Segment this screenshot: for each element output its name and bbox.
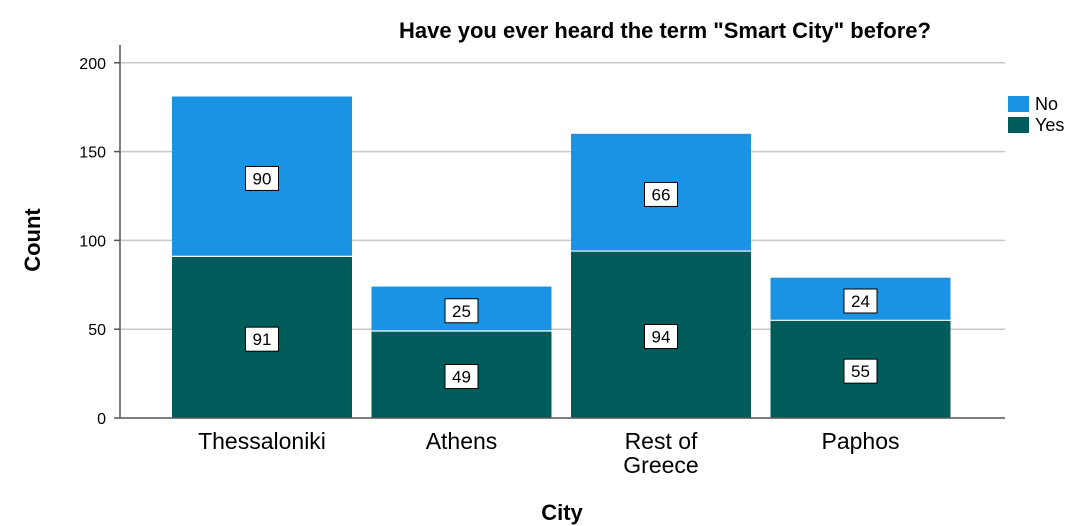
x-category-line: Rest of <box>625 428 698 454</box>
legend-swatch-yes <box>1008 117 1029 133</box>
y-axis-title: Count <box>20 208 45 272</box>
x-category-line: Thessaloniki <box>198 428 326 454</box>
data-label-box <box>444 363 479 389</box>
legend-label-yes: Yes <box>1035 115 1064 135</box>
x-axis-title: City <box>541 500 583 525</box>
data-labels: 91 90 49 25 94 66 55 24 <box>245 165 878 389</box>
y-tick-labels: 0 50 100 150 200 <box>79 56 120 428</box>
x-category-line: Paphos <box>821 428 899 454</box>
data-label-box <box>245 326 279 352</box>
y-tick-label: 150 <box>79 145 106 162</box>
data-label-box <box>644 324 678 350</box>
data-label: 24 <box>851 292 870 311</box>
x-category-label: Thessaloniki <box>198 428 326 454</box>
data-label-box <box>843 358 878 384</box>
x-category-label: Rest of Greece <box>623 428 698 478</box>
data-label-box <box>644 181 678 207</box>
data-label-box <box>843 288 878 314</box>
y-tick-label: 100 <box>79 233 106 250</box>
x-category-line: Greece <box>623 452 698 478</box>
data-label: 25 <box>452 302 471 321</box>
axes <box>119 45 1005 419</box>
data-label: 94 <box>652 328 671 347</box>
data-label-box <box>444 298 479 324</box>
data-label: 91 <box>253 330 272 349</box>
chart-title: Have you ever heard the term "Smart City… <box>399 18 931 43</box>
x-category-label: Athens <box>426 428 498 454</box>
x-category-line: Athens <box>426 428 498 454</box>
data-label: 55 <box>851 362 870 381</box>
data-label: 49 <box>452 367 471 386</box>
x-category-labels: Thessaloniki Athens Rest of Greece Paphos <box>198 428 899 478</box>
legend-label-no: No <box>1035 94 1058 114</box>
legend-swatch-no <box>1008 96 1029 112</box>
y-tick-label: 0 <box>97 411 106 428</box>
data-label-box <box>245 165 279 191</box>
y-tick-label: 50 <box>88 322 106 339</box>
data-label: 90 <box>253 169 272 188</box>
x-category-label: Paphos <box>821 428 899 454</box>
data-label: 66 <box>652 185 671 204</box>
y-tick-label: 200 <box>79 56 106 73</box>
bars <box>172 96 951 418</box>
